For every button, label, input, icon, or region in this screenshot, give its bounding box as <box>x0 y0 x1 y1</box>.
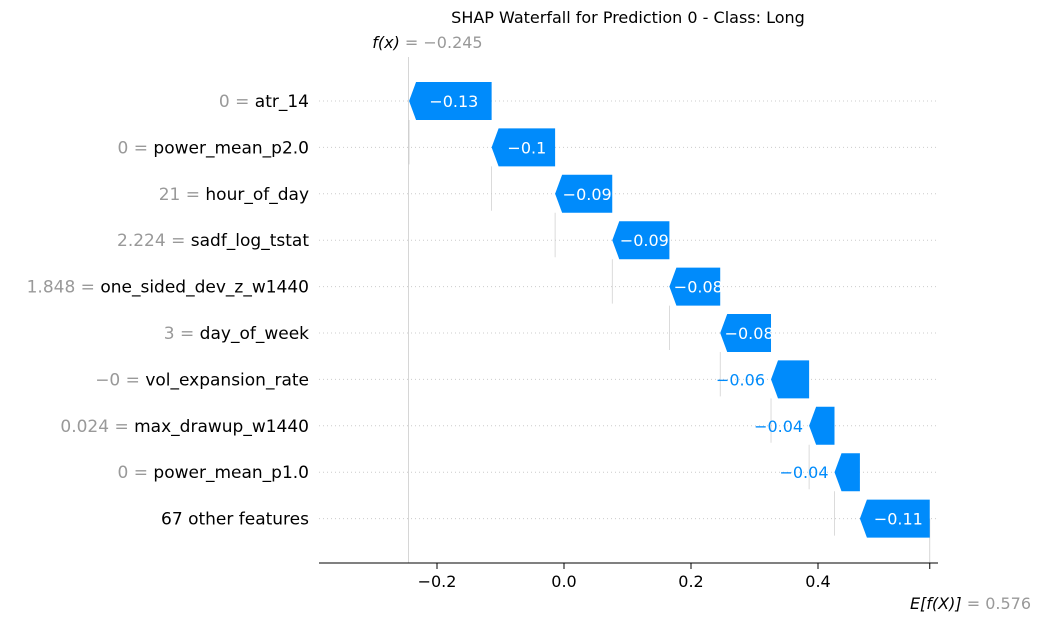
bar-value-label: −0.1 <box>507 138 546 157</box>
shap-bar <box>771 360 810 399</box>
feature-label: 0.024 = max_drawup_w1440 <box>60 417 309 437</box>
feature-label: 21 = hour_of_day <box>159 185 309 205</box>
feature-name: max_drawup_w1440 <box>134 417 309 437</box>
prediction-annotation-prefix: f(x) <box>372 33 405 52</box>
x-tick-label: 0.2 <box>678 572 703 591</box>
feature-name: sadf_log_tstat <box>191 231 310 251</box>
shap-bar <box>859 499 930 538</box>
bar-value-label: −0.09 <box>563 185 612 204</box>
base-value-annotation-prefix: E[f(X)] <box>910 594 967 613</box>
bar-value-label: −0.13 <box>429 92 478 111</box>
feature-value: 3 = <box>164 324 200 344</box>
feature-label: 0 = atr_14 <box>219 92 309 112</box>
feature-name: atr_14 <box>255 92 309 112</box>
base-value-annotation: E[f(X)] = 0.576 <box>910 594 1031 613</box>
bar-value-label: −0.06 <box>716 370 765 389</box>
shap-bar <box>409 82 492 120</box>
prediction-annotation-value: = −0.245 <box>405 33 483 52</box>
feature-name: day_of_week <box>200 324 309 344</box>
feature-name: hour_of_day <box>205 185 309 205</box>
x-tick-label: 0.0 <box>551 572 576 591</box>
feature-label: 3 = day_of_week <box>164 324 309 344</box>
feature-value: 1.848 = <box>27 278 101 298</box>
feature-name: power_mean_p2.0 <box>153 138 309 158</box>
shap-bar <box>720 314 772 352</box>
feature-name: vol_expansion_rate <box>145 370 309 390</box>
feature-label: 0 = power_mean_p1.0 <box>118 463 309 483</box>
shap-bar <box>612 221 670 260</box>
feature-value: 21 = <box>159 185 206 205</box>
feature-value: 0 = <box>118 138 154 158</box>
feature-value: −0 = <box>95 370 145 390</box>
bar-value-label: −0.04 <box>779 463 828 482</box>
feature-value: 0 = <box>118 463 154 483</box>
feature-label: 67 other features <box>161 510 309 530</box>
feature-label: −0 = vol_expansion_rate <box>95 370 309 390</box>
bar-value-label: −0.08 <box>725 324 774 343</box>
feature-value: 2.224 = <box>117 231 191 251</box>
feature-name: one_sided_dev_z_w1440 <box>100 278 309 298</box>
bar-value-label: −0.08 <box>674 278 723 297</box>
feature-label: 2.224 = sadf_log_tstat <box>117 231 309 251</box>
x-tick-label: 0.4 <box>805 572 830 591</box>
shap-bar <box>834 453 860 492</box>
base-value-annotation-value: = 0.576 <box>967 594 1031 613</box>
feature-value: 0 = <box>219 92 255 112</box>
bar-value-label: −0.04 <box>754 417 803 436</box>
chart-title: SHAP Waterfall for Prediction 0 - Class:… <box>451 8 805 27</box>
prediction-annotation: f(x) = −0.245 <box>372 33 482 52</box>
feature-label: 0 = power_mean_p2.0 <box>118 138 309 158</box>
bar-value-label: −0.09 <box>620 231 669 250</box>
feature-name: power_mean_p1.0 <box>153 463 309 483</box>
shap-bar <box>491 128 556 167</box>
shap-bar <box>669 267 721 306</box>
feature-label: 1.848 = one_sided_dev_z_w1440 <box>27 278 309 298</box>
feature-name: 67 other features <box>161 510 309 530</box>
x-tick-label: −0.2 <box>418 572 457 591</box>
shap-bar <box>809 406 835 445</box>
bar-value-label: −0.11 <box>874 510 923 529</box>
shap-bar <box>555 174 613 213</box>
feature-value: 0.024 = <box>60 417 134 437</box>
